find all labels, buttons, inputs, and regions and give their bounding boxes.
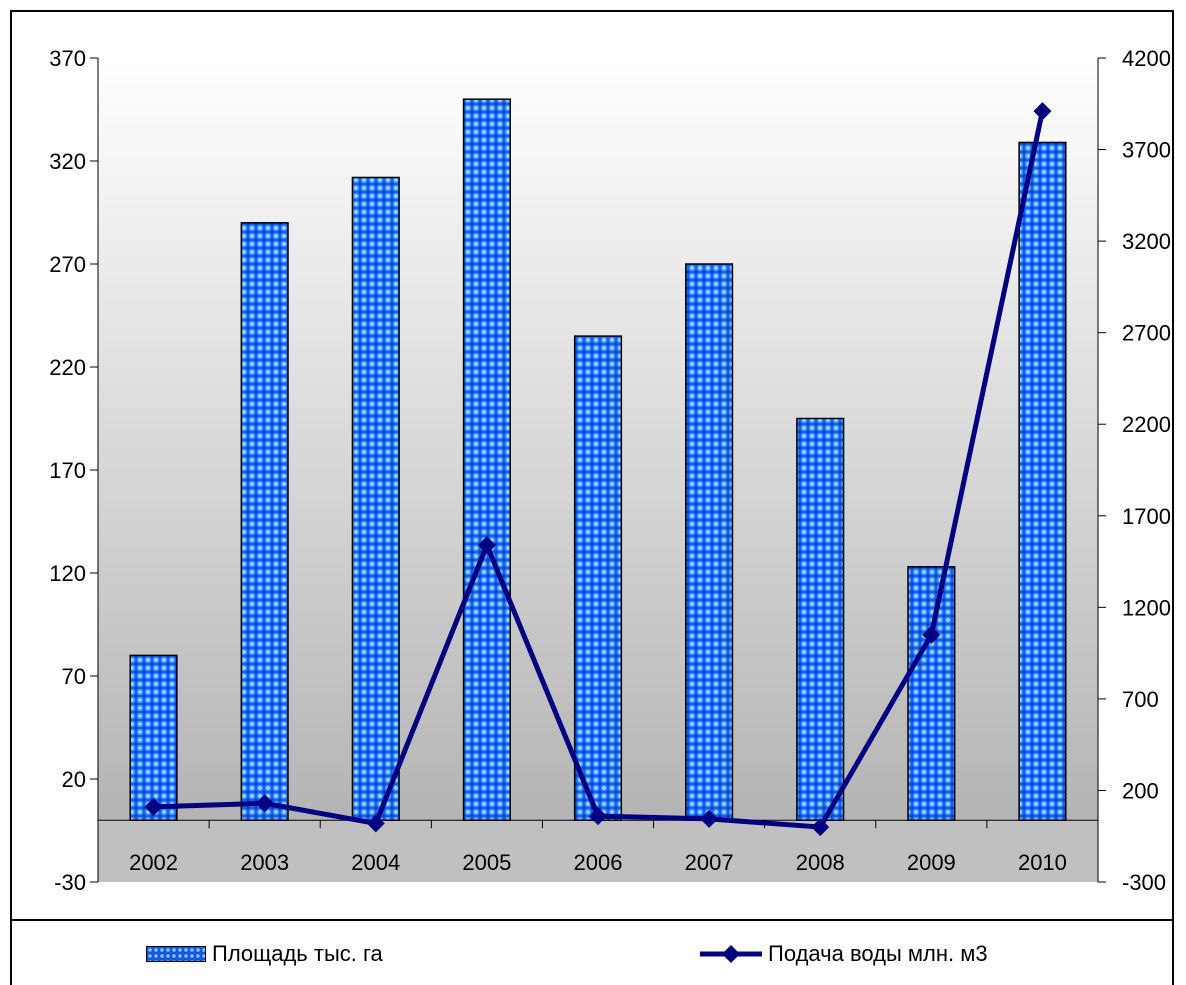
x-tick-label-2006: 2006 — [574, 850, 623, 875]
line-point-2003 — [255, 794, 274, 813]
line-point-2008 — [811, 818, 830, 837]
axes-group: -30 20 70 120 170 220 270 320 370 -300 200 700 1200 1… — [49, 46, 1171, 895]
bar-2002 — [129, 654, 178, 821]
y-left-tick-label: 120 — [49, 561, 86, 586]
x-tick-label-2010: 2010 — [1018, 850, 1067, 875]
y-left-tick-label: 320 — [49, 149, 86, 174]
y-right-tick-label: 1200 — [1122, 595, 1171, 620]
line-point-2010 — [1033, 102, 1052, 121]
legend-item-area: Площадь тыс. га — [146, 941, 383, 967]
line-series-group — [144, 102, 1052, 837]
y-left-tick-label: 20 — [62, 767, 86, 792]
y-left-tick-label: -30 — [54, 870, 86, 895]
y-left-tick-label: 270 — [49, 252, 86, 277]
y-right-tick-label: 4200 — [1122, 46, 1171, 71]
y-right-tick-label: 3200 — [1122, 229, 1171, 254]
x-tick-label-2005: 2005 — [462, 850, 511, 875]
y-left-tick-label: 370 — [49, 46, 86, 71]
legend: Площадь тыс. га Подача воды млн. м3 — [10, 919, 1174, 985]
y-right-tick-label: -300 — [1122, 870, 1166, 895]
bar-2004 — [351, 176, 400, 821]
line-point-2006 — [589, 807, 607, 826]
x-tick-label-2007: 2007 — [685, 850, 734, 875]
y-right-tick-label: 3700 — [1122, 138, 1171, 163]
line-point-2009 — [922, 625, 941, 644]
x-tick-label-2008: 2008 — [796, 850, 845, 875]
bar-2006 — [573, 335, 623, 821]
line-point-2002 — [144, 797, 163, 816]
y-right-tick-label: 1700 — [1122, 504, 1171, 529]
y-right-tick-label: 2700 — [1122, 321, 1171, 346]
x-tick-label-2003: 2003 — [240, 850, 289, 875]
y-left-tick-label: 170 — [49, 458, 86, 483]
bar-2008 — [796, 417, 845, 821]
line-point-2004 — [366, 814, 385, 833]
x-tick-label-2009: 2009 — [907, 850, 956, 875]
bar-2007 — [685, 263, 734, 821]
x-tick-label-2004: 2004 — [351, 850, 400, 875]
bar-2009 — [907, 566, 956, 821]
y-left-tick-label: 220 — [49, 355, 86, 380]
legend-bar-swatch-icon — [146, 946, 206, 962]
y-right-tick-label: 2200 — [1122, 412, 1171, 437]
legend-line-marker-icon — [700, 945, 762, 963]
line-point-2005 — [477, 536, 496, 555]
y-left-tick-label: 70 — [62, 664, 86, 689]
y-right-tick-label: 700 — [1122, 687, 1159, 712]
below-zero-band — [98, 820, 1098, 882]
bar-2010 — [1018, 141, 1067, 821]
x-tick-label-2002: 2002 — [129, 850, 178, 875]
bar-2003 — [240, 222, 289, 821]
legend-label-area: Площадь тыс. га — [212, 941, 383, 966]
legend-item-water: Подача воды млн. м3 — [700, 941, 988, 967]
y-right-tick-label: 200 — [1122, 778, 1159, 803]
line-point-2007 — [700, 809, 719, 828]
legend-label-water: Подача воды млн. м3 — [768, 941, 988, 966]
bar-2005 — [462, 98, 511, 821]
